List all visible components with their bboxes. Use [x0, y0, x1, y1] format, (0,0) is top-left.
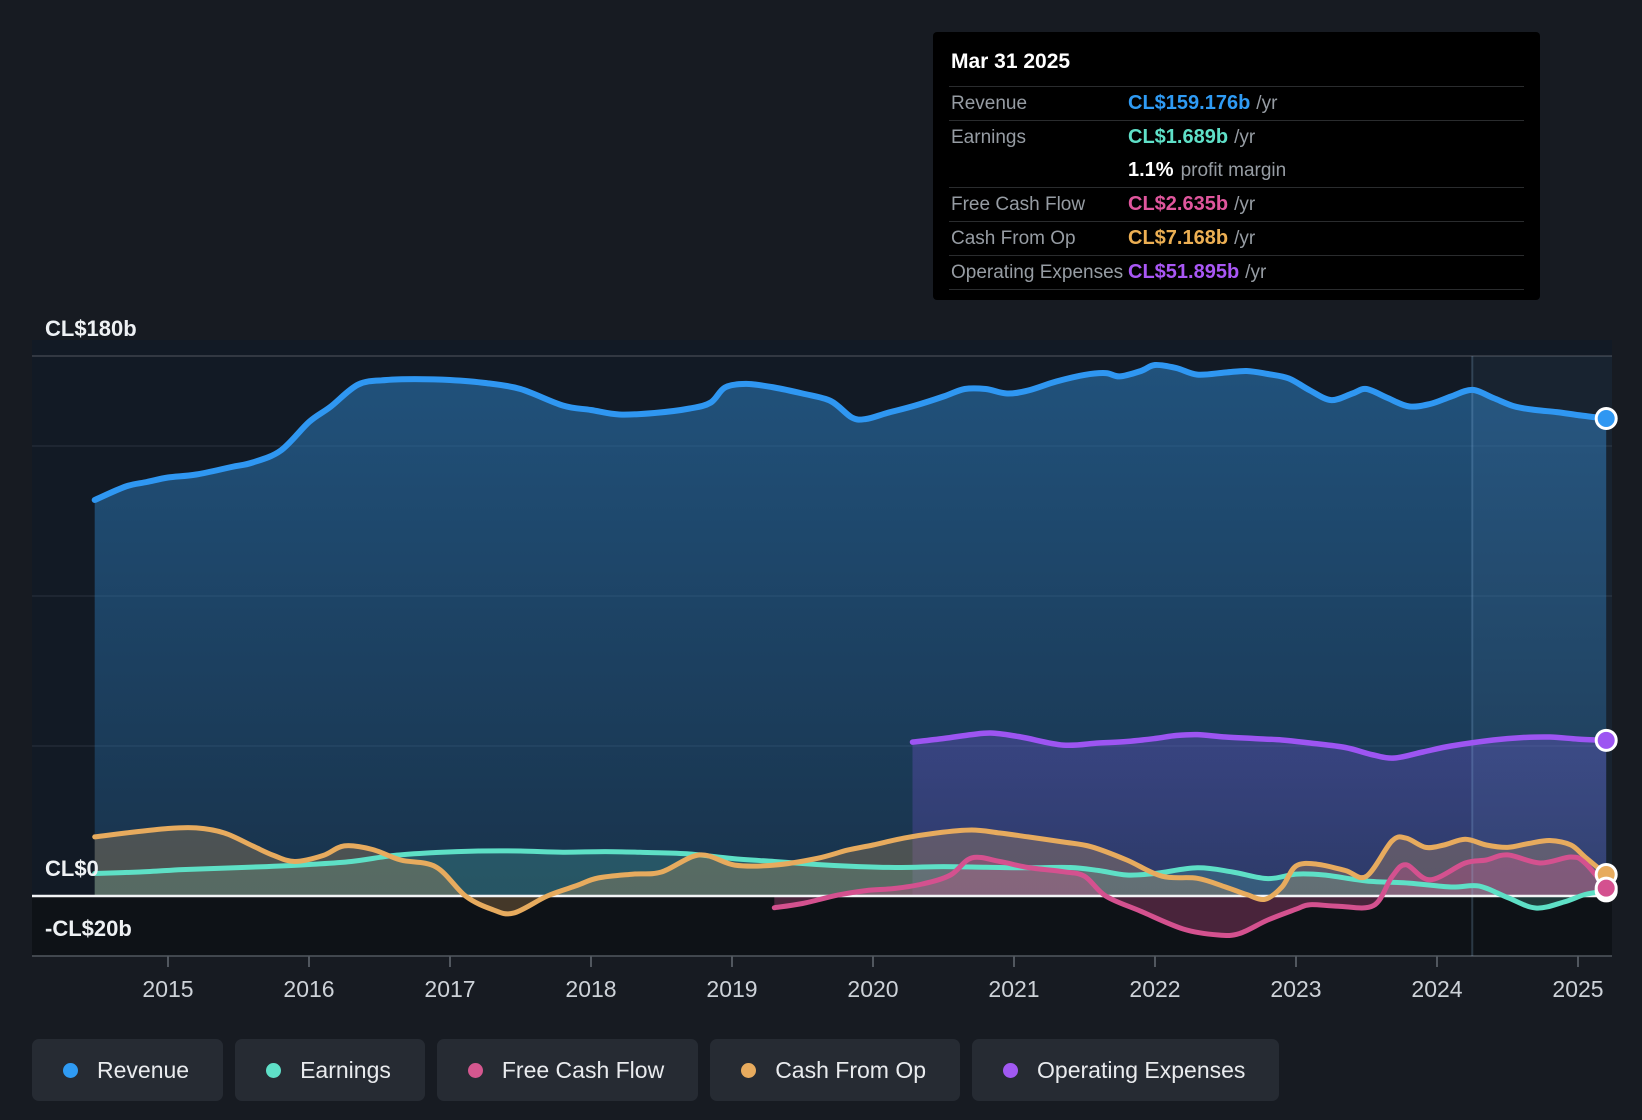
operating-expenses-end-marker: [1594, 728, 1618, 752]
legend-dot-icon: [1003, 1062, 1019, 1078]
tooltip-row-value: CL$159.176b: [1128, 92, 1251, 114]
tooltip-row-value: CL$2.635b: [1128, 193, 1229, 215]
tooltip-row-value: CL$1.689b: [1128, 126, 1229, 148]
legend-label: Cash From Op: [775, 1056, 927, 1083]
tooltip-row-label: Operating Expenses: [951, 261, 1124, 283]
tooltip-profit-margin-row: 1.1% profit margin: [949, 154, 1524, 188]
tooltip-row-label: Revenue: [951, 92, 1028, 114]
x-axis-label: 2017: [424, 976, 476, 1002]
tooltip-row-label: Earnings: [951, 126, 1026, 148]
operating-expenses-line: [909, 730, 1609, 761]
tooltip-row: Cash From Op CL$7.168b/yr: [949, 222, 1524, 256]
legend-item-revenue[interactable]: Revenue: [32, 1039, 224, 1101]
tooltip-row-value: CL$7.168b: [1128, 227, 1229, 249]
legend-dot-icon: [467, 1062, 483, 1078]
tooltip-row-unit: /yr: [1245, 261, 1267, 283]
tooltip-row-unit: /yr: [1234, 126, 1256, 148]
earnings-line: [92, 848, 1609, 911]
x-axis-label: 2015: [142, 976, 194, 1002]
tooltip-row: Operating Expenses CL$51.895b/yr: [949, 256, 1524, 290]
chart-tooltip: Mar 31 2025 Revenue CL$159.176b/yr Earning…: [933, 32, 1540, 300]
highlight-band: [1472, 356, 1612, 896]
operating-expenses-area: [912, 733, 1607, 896]
x-axis-label: 2023: [1270, 976, 1322, 1002]
tooltip-row-unit: /yr: [1234, 227, 1256, 249]
x-axis-label: 2018: [565, 976, 617, 1002]
legend-dot-icon: [63, 1062, 78, 1078]
cash-from-op-line: [92, 825, 1609, 917]
cash-from-op-area: [94, 827, 1607, 914]
x-axis-label: 2019: [706, 976, 758, 1002]
legend-dot-icon: [266, 1062, 282, 1078]
y-axis-label: CL$0: [45, 856, 99, 881]
legend-label: Free Cash Flow: [501, 1056, 665, 1083]
free-cash-flow-end-marker: [1594, 876, 1618, 900]
tooltip-row: Earnings CL$1.689b/yr: [949, 121, 1524, 154]
profit-margin-label: profit margin: [1180, 159, 1287, 181]
x-axis-label: 2025: [1552, 976, 1604, 1002]
chart-legend: Revenue Earnings Free Cash Flow Cash From O…: [32, 1039, 1280, 1101]
tooltip-row-unit: /yr: [1256, 92, 1278, 114]
tooltip-row: Free Cash Flow CL$2.635b/yr: [949, 188, 1524, 222]
legend-label: Earnings: [300, 1056, 391, 1083]
x-axis-label: 2016: [283, 976, 335, 1002]
legend-label: Operating Expenses: [1037, 1056, 1246, 1083]
tooltip-row-label: Cash From Op: [951, 227, 1076, 249]
legend-dot-icon: [741, 1062, 757, 1078]
tooltip-row: Revenue CL$159.176b/yr: [949, 87, 1524, 121]
tooltip-row-value: CL$51.895b: [1128, 261, 1240, 283]
tooltip-rows: Revenue CL$159.176b/yr Earnings CL$1.689b/y…: [949, 87, 1524, 290]
x-axis-label: 2021: [988, 976, 1040, 1002]
earnings-area: [94, 850, 1607, 909]
legend-item-free-cash-flow[interactable]: Free Cash Flow: [436, 1039, 699, 1101]
y-axis-label: -CL$20b: [45, 916, 132, 941]
x-axis-label: 2022: [1129, 976, 1181, 1002]
tooltip-date: Mar 31 2025: [949, 44, 1524, 87]
revenue-end-marker: [1594, 406, 1618, 430]
legend-item-operating-expenses[interactable]: Operating Expenses: [972, 1039, 1280, 1101]
free-cash-flow-area: [774, 854, 1607, 936]
y-axis-label: CL$180b: [45, 316, 137, 341]
legend-item-cash-from-op[interactable]: Cash From Op: [710, 1039, 961, 1101]
tooltip-row-unit: /yr: [1234, 193, 1256, 215]
tooltip-row-label: Free Cash Flow: [951, 193, 1086, 215]
free-cash-flow-line: [771, 852, 1609, 939]
legend-item-earnings[interactable]: Earnings: [235, 1039, 425, 1101]
revenue-line: [91, 361, 1610, 503]
legend-label: Revenue: [97, 1056, 190, 1083]
x-axis-label: 2024: [1411, 976, 1463, 1002]
x-axis-label: 2020: [847, 976, 899, 1002]
profit-margin-value: 1.1%: [1128, 159, 1174, 181]
